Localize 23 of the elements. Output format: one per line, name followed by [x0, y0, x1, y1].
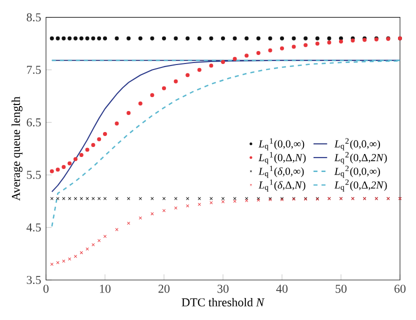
y-tick-label: 7.5	[27, 66, 41, 74]
x-tick-label: 60	[394, 284, 406, 293]
x-tick-label: 40	[276, 284, 288, 293]
legend-label: L$_{q}$$^{2}$(0,Δ,2N)	[334, 152, 387, 164]
y-tick-label: 8.5	[26, 13, 41, 22]
x-tick-label: 30	[218, 284, 229, 293]
legend-label: L$_{q}$$^{2}$(0,0,∞)	[334, 138, 380, 150]
legend-label: L$_{q}$$^{1}$(0,0,∞)	[258, 138, 304, 150]
legend-label: L$_{q}$$^{1}$(δ,Δ,N)	[258, 179, 306, 192]
x-tick-label: 50	[336, 284, 347, 293]
y-tick-label: 4.5	[26, 223, 41, 232]
x-tick-label: 0	[43, 284, 49, 293]
y-tick-label: 6.5	[26, 118, 41, 126]
x-tick-label: 20	[158, 284, 170, 293]
legend-label: L$_{q}$$^{1}$(0,Δ,N)	[258, 152, 306, 164]
y-tick-label: 3.5	[26, 276, 41, 284]
y-tick-label: 5.5	[26, 170, 41, 179]
legend-label: L$_{q}$$^{2}$(0,0,∞)	[334, 166, 380, 178]
x-tick-label: 10	[100, 284, 111, 293]
x-axis-title: DTC threshold N	[182, 298, 265, 306]
legend-label: L$_{q}$$^{2}$(0,Δ,2N)	[334, 179, 387, 192]
y-axis-title: Average queue length	[12, 96, 22, 201]
legend-label: L$_{q}$$^{1}$(δ,0,∞)	[258, 166, 304, 178]
